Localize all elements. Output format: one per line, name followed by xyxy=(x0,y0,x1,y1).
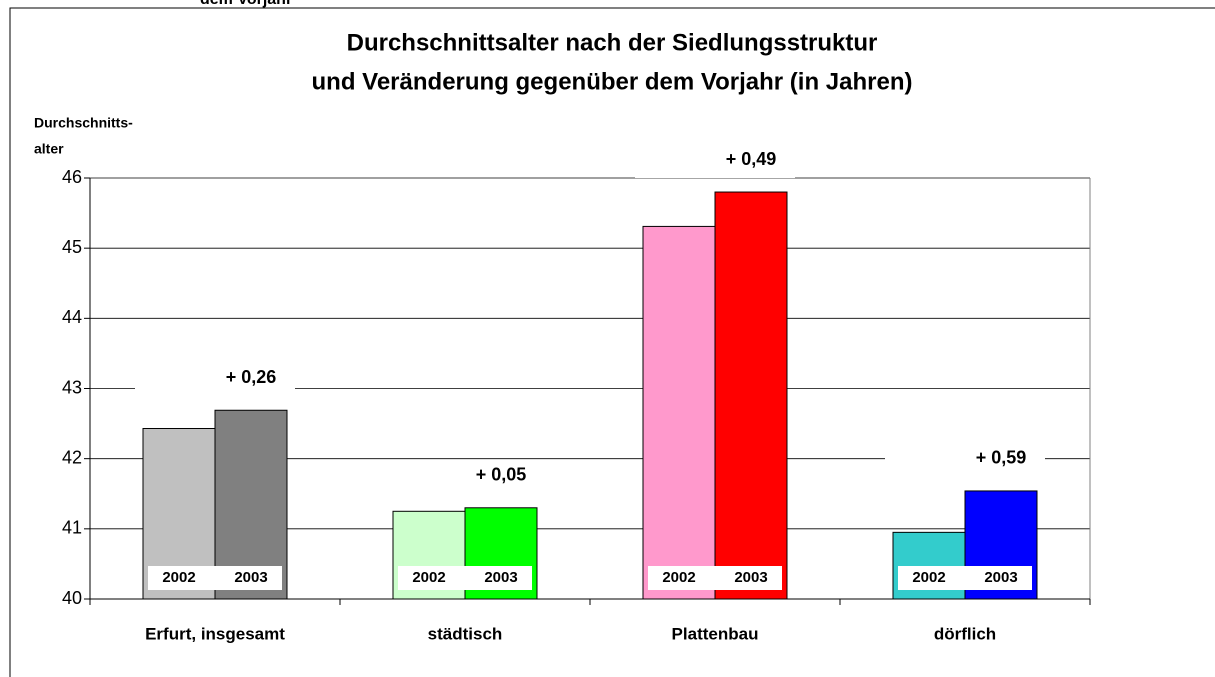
chart-title: und Veränderung gegenüber dem Vorjahr (i… xyxy=(312,68,913,95)
y-tick-label: 43 xyxy=(62,377,82,397)
y-axis-label: Durchschnitts- xyxy=(34,115,133,131)
bar-year-label: 2003 xyxy=(484,569,517,586)
change-annotation: + 0,26 xyxy=(226,367,277,387)
y-tick-label: 44 xyxy=(62,307,82,327)
x-tick-label: Erfurt, insgesamt xyxy=(145,624,285,643)
x-tick-label: Plattenbau xyxy=(672,624,759,643)
bar-year-label: 2002 xyxy=(662,569,695,586)
header-fragment: dem Vorjahr xyxy=(200,0,292,8)
x-tick-label: städtisch xyxy=(428,624,503,643)
y-tick-label: 40 xyxy=(62,588,82,608)
bar-year-label: 2003 xyxy=(734,569,767,586)
annotation-box xyxy=(135,364,295,397)
annotation-box xyxy=(635,146,795,179)
year-label-box xyxy=(648,566,782,590)
annotation-box xyxy=(885,444,1045,477)
x-tick-label: dörflich xyxy=(934,624,996,643)
y-tick-label: 46 xyxy=(62,167,82,187)
bar-year-label: 2003 xyxy=(234,569,267,586)
year-label-box xyxy=(398,566,532,590)
change-annotation: + 0,05 xyxy=(476,465,527,485)
bar xyxy=(642,225,716,600)
chart-frame xyxy=(9,7,1215,677)
year-label-box xyxy=(898,566,1032,590)
change-annotation: + 0,49 xyxy=(726,149,777,169)
bar xyxy=(714,191,788,600)
bar-year-label: 2002 xyxy=(912,569,945,586)
change-annotation: + 0,59 xyxy=(976,448,1027,468)
y-tick-label: 41 xyxy=(62,518,82,538)
chart-title: Durchschnittsalter nach der Siedlungsstr… xyxy=(347,29,878,56)
year-label-box xyxy=(148,566,282,590)
y-tick-label: 42 xyxy=(62,447,82,467)
bar-year-label: 2003 xyxy=(984,569,1017,586)
annotation-box xyxy=(385,461,545,494)
y-tick-label: 45 xyxy=(62,237,82,257)
bar-year-label: 2002 xyxy=(412,569,445,586)
y-axis-label: alter xyxy=(34,141,64,157)
bar-year-label: 2002 xyxy=(162,569,195,586)
